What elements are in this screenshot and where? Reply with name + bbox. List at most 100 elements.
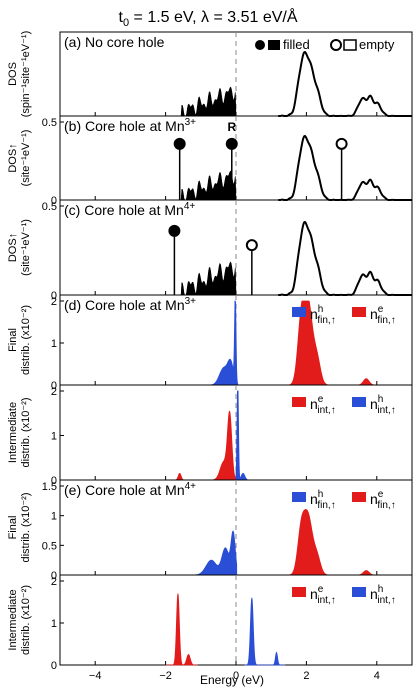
legend-swatch [352, 587, 366, 597]
legend-sub: fin,↑ [377, 500, 395, 511]
hole-distribution-area [235, 390, 251, 481]
legend-base: n [310, 586, 318, 602]
panel-label: (c) Core hole at Mn4+ [64, 201, 195, 218]
y-tick-label: 0.5 [42, 201, 57, 213]
y-axis-label-line1: Intermediate [7, 589, 19, 650]
legend-label: ne fin,↑ [370, 304, 396, 326]
y-axis-label-line2: (site⁻¹eV⁻¹) [20, 219, 32, 276]
y-tick-label: 0.5 [42, 540, 57, 552]
electron-distribution-area [281, 509, 384, 576]
y-tick-label: 0 [51, 290, 57, 302]
unoccupied-dos-curve [278, 50, 412, 117]
y-axis-label-line1: DOS↑ [7, 233, 19, 262]
y-tick-label: 0 [51, 570, 57, 582]
x-tick-label: −4 [89, 670, 102, 682]
x-tick-label: −2 [159, 670, 172, 682]
y-axis-label: DOS↑(site⁻¹eV⁻¹) [7, 130, 32, 187]
legend-sup: e [378, 304, 384, 315]
y-tick-label: 0 [51, 660, 57, 672]
panel-label-sup: 4+ [184, 201, 196, 212]
legend-sub: fin,↑ [317, 500, 335, 511]
hole-distribution-area [244, 597, 286, 666]
y-tick-label: 2 [51, 576, 57, 588]
y-tick-label: 0 [51, 475, 57, 487]
legend-base: n [370, 586, 378, 602]
panel-label: (d) Core hole at Mn3+ [64, 296, 196, 313]
legend-base: n [370, 306, 378, 322]
legend-filled-marker [255, 40, 265, 50]
empty-state-marker [335, 137, 348, 150]
y-axis-label-line2: distrib. (x10⁻²) [20, 585, 32, 655]
legend-sup: h [318, 489, 324, 500]
panel-c: DOS↑(site⁻¹eV⁻¹) 0 0.5 (c) Core hole at Mn4… [7, 199, 413, 302]
panel-e-final: Finaldistrib. (x10⁻²) 0 0.5 1 1.5 (e) Core ho… [7, 479, 413, 582]
x-tick-label: 0 [233, 670, 239, 682]
legend-base: n [310, 396, 318, 412]
legend-swatch [352, 492, 366, 502]
legend-sup: e [378, 489, 384, 500]
hole-distribution-area [183, 530, 238, 576]
legend-base: n [370, 396, 378, 412]
panel-label-text: (a) No core hole [64, 34, 165, 50]
panel-label-text: (d) Core hole at Mn [64, 297, 185, 313]
panel-label-text: (e) Core hole at Mn [64, 482, 185, 498]
panel-label-sup: 4+ [185, 481, 197, 492]
legend-swatch [292, 492, 306, 502]
panel-label: (a) No core hole [64, 34, 165, 50]
y-axis-label: DOS↑(site⁻¹eV⁻¹) [7, 219, 32, 276]
legend-empty-swatch [343, 39, 357, 51]
y-tick-label: 2 [51, 386, 57, 398]
hole-distribution-area [193, 300, 239, 386]
electron-distribution-area [165, 593, 198, 666]
legend-sup: e [318, 584, 324, 595]
y-tick-label: 0.5 [42, 117, 57, 129]
occupied-dos-area [179, 261, 237, 296]
y-axis-label: Finaldistrib. (x10⁻²) [7, 305, 32, 375]
y-axis-label-line1: Final [7, 516, 19, 540]
filled-state-marker [173, 137, 186, 150]
panel-label-sup: 3+ [185, 117, 197, 128]
y-axis-label-line2: distrib. (x10⁻²) [20, 493, 32, 563]
x-axis-label: Energy (eV) [200, 673, 264, 687]
legend-base: n [310, 491, 318, 507]
y-tick-label: 1 [51, 431, 57, 443]
y-tick-label: 1 [51, 618, 57, 630]
legend-sub: int,↑ [377, 595, 395, 606]
occupied-dos-area [179, 170, 237, 201]
legend-sub: int,↑ [317, 405, 335, 416]
legend-label: nh int,↑ [370, 584, 396, 606]
y-tick-label: 0 [51, 380, 57, 392]
occupied-dos-area [179, 86, 237, 117]
panel-label-text: (c) Core hole at Mn [64, 202, 184, 218]
y-tick-label: 1.5 [42, 481, 57, 493]
legend-empty-marker [330, 39, 342, 51]
y-axis-label-line2: distrib. (x10⁻²) [20, 398, 32, 468]
legend-sub: fin,↑ [377, 315, 395, 326]
legend-swatch [352, 397, 366, 407]
legend-label: nh fin,↑ [310, 489, 336, 511]
figure-title: t0 = 1.5 eV, λ = 3.51 eV/Å [119, 7, 298, 29]
legend-sub: int,↑ [377, 405, 395, 416]
y-axis-label: Intermediatedistrib. (x10⁻²) [7, 398, 32, 468]
y-tick-label: 1 [51, 511, 57, 523]
legend-filled-label: filled [283, 37, 310, 52]
legend-sup: h [378, 394, 384, 405]
annotation-r: R [227, 120, 236, 134]
filled-state-marker [225, 137, 238, 150]
panel-label: (b) Core hole at Mn3+ [64, 117, 196, 134]
legend-sup: e [318, 394, 324, 405]
y-axis-label-line2: (site⁻¹eV⁻¹) [20, 130, 32, 187]
legend-sup: h [378, 584, 384, 595]
empty-state-marker [245, 239, 258, 252]
x-tick-label: 4 [374, 670, 380, 682]
electron-distribution-area [172, 410, 236, 481]
unoccupied-dos-curve [278, 220, 412, 296]
legend-label: ne fin,↑ [370, 489, 396, 511]
legend-swatch [292, 587, 306, 597]
legend-sub: fin,↑ [317, 315, 335, 326]
y-axis-label: Intermediatedistrib. (x10⁻²) [7, 585, 32, 655]
y-tick-label: 2 [51, 296, 57, 308]
